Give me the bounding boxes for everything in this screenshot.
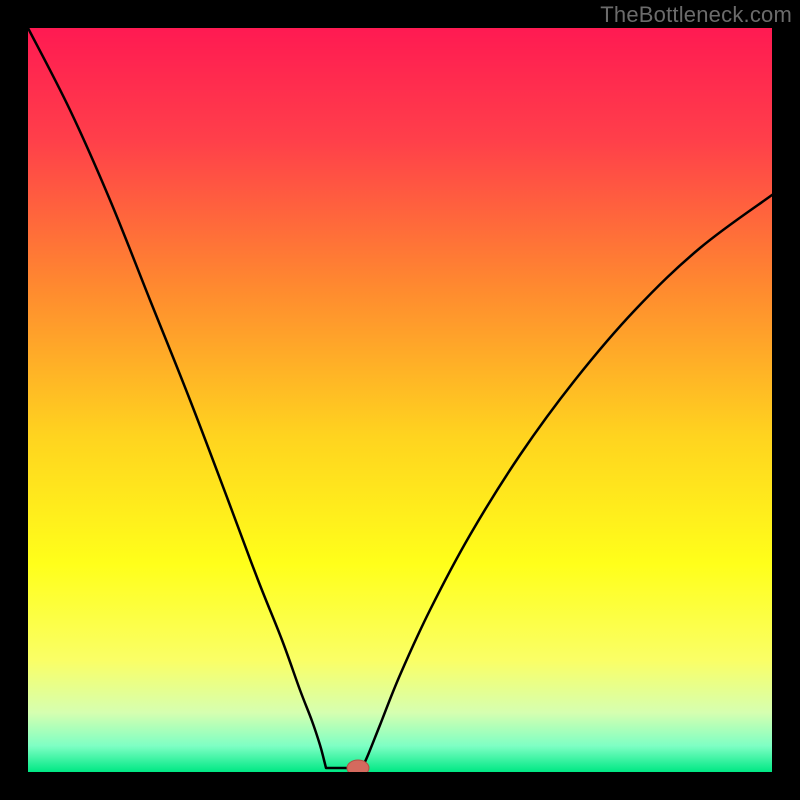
watermark-text: TheBottleneck.com xyxy=(600,2,792,28)
chart-plot-background xyxy=(28,28,772,772)
bottleneck-chart xyxy=(0,0,800,800)
chart-container: TheBottleneck.com xyxy=(0,0,800,800)
